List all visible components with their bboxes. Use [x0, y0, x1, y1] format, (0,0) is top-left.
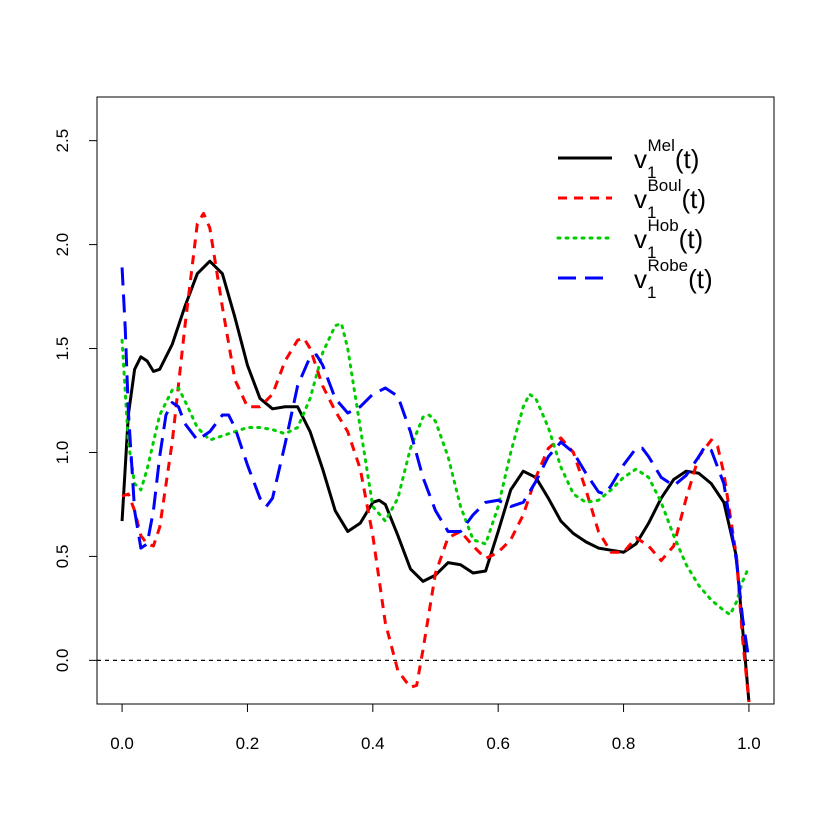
x-tick-label: 0.4 [361, 734, 385, 753]
legend-superscript: Mel [647, 136, 674, 155]
series-line-mel [120, 259, 751, 703]
y-tick-label: 1.5 [53, 337, 72, 361]
legend-suffix: (t) [682, 184, 707, 214]
legend-label-mel: v1 Mel(t) [634, 136, 699, 182]
series-line-robe [120, 267, 751, 661]
legend-base: v [634, 224, 647, 254]
legend-suffix: (t) [675, 144, 700, 174]
y-tick-label: 0.0 [53, 649, 72, 673]
legend-superscript: Hob [647, 216, 678, 235]
legend: v1Mel(t)v1Boul(t)v1Hob(t)v1Robe(t) [556, 136, 713, 302]
legend-subscript: 1 [647, 203, 656, 222]
y-tick-label: 0.5 [53, 545, 72, 569]
y-tick-label: 1.0 [53, 441, 72, 465]
legend-subscript: 1 [647, 163, 656, 182]
legend-base: v [634, 264, 647, 294]
y-axis: 0.0 0.5 1.0 1.5 2.0 2.5 [53, 129, 98, 673]
x-tick-label: 0.8 [612, 734, 636, 753]
series-line-boul [121, 211, 751, 703]
legend-suffix: (t) [688, 264, 713, 294]
legend-base: v [634, 144, 647, 174]
legend-label-boul: v1 Boul(t) [634, 176, 706, 222]
legend-base: v [634, 184, 647, 214]
x-tick-label: 0.2 [236, 734, 260, 753]
legend-suffix: (t) [679, 224, 704, 254]
series-layer [120, 211, 751, 703]
x-tick-label: 0.6 [486, 734, 510, 753]
y-tick-label: 2.5 [53, 129, 72, 153]
x-tick-label: 1.0 [737, 734, 761, 753]
x-tick-label: 0.0 [110, 734, 134, 753]
legend-superscript: Robe [647, 256, 688, 275]
legend-label-hob: v1 Hob(t) [634, 216, 703, 262]
legend-subscript: 1 [647, 283, 656, 302]
legend-subscript: 1 [647, 243, 656, 262]
y-tick-label: 2.0 [53, 233, 72, 257]
legend-label-robe: v1 Robe(t) [634, 256, 713, 302]
x-axis: 0.0 0.2 0.4 0.6 0.8 1.0 [110, 703, 761, 753]
legend-superscript: Boul [647, 176, 681, 195]
